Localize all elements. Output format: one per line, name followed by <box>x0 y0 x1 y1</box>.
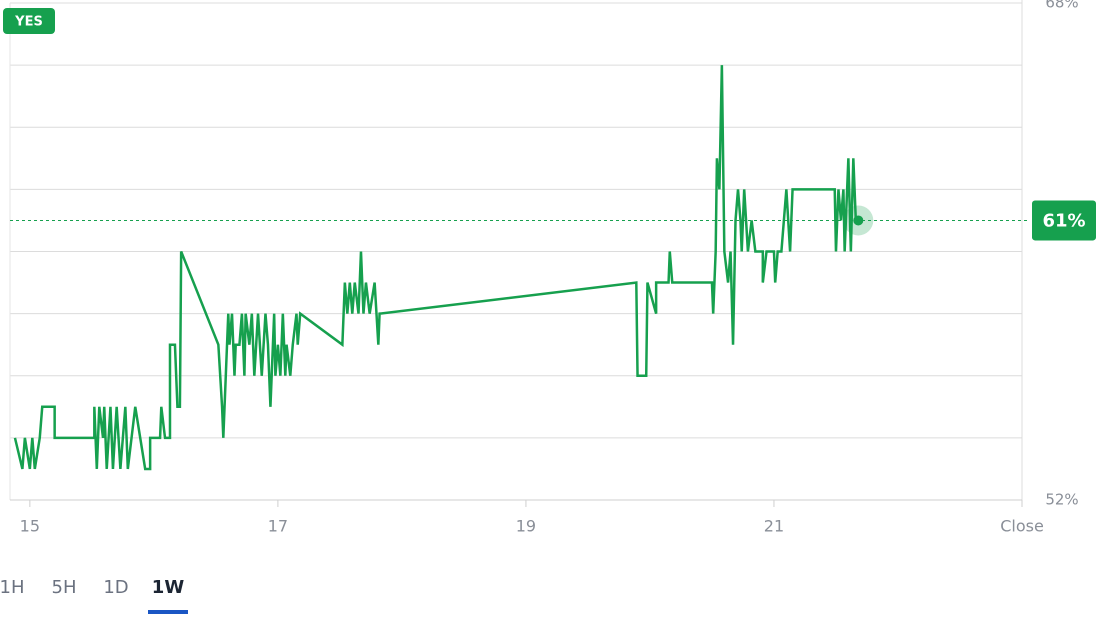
last-point <box>853 215 864 226</box>
y-tick-label: 68% <box>1045 0 1078 12</box>
y-tick-label: 52% <box>1045 491 1078 509</box>
range-button[interactable]: 5H <box>52 577 77 598</box>
x-tick-label: Close <box>1000 517 1044 536</box>
range-underline <box>148 610 188 614</box>
range-button[interactable]: 1W <box>152 577 185 598</box>
series-badge <box>3 8 55 34</box>
x-tick-label: 15 <box>20 517 40 536</box>
x-tick-label: 21 <box>764 517 784 536</box>
current-badge <box>1032 200 1096 241</box>
current-label: 61% <box>1042 210 1085 231</box>
series-line <box>13 65 859 471</box>
legend-label: YES <box>14 15 43 30</box>
range-button[interactable]: 1H <box>0 577 25 598</box>
range-button[interactable]: 1D <box>103 577 128 598</box>
x-tick-label: 19 <box>516 517 536 536</box>
x-tick-label: 17 <box>268 517 288 536</box>
